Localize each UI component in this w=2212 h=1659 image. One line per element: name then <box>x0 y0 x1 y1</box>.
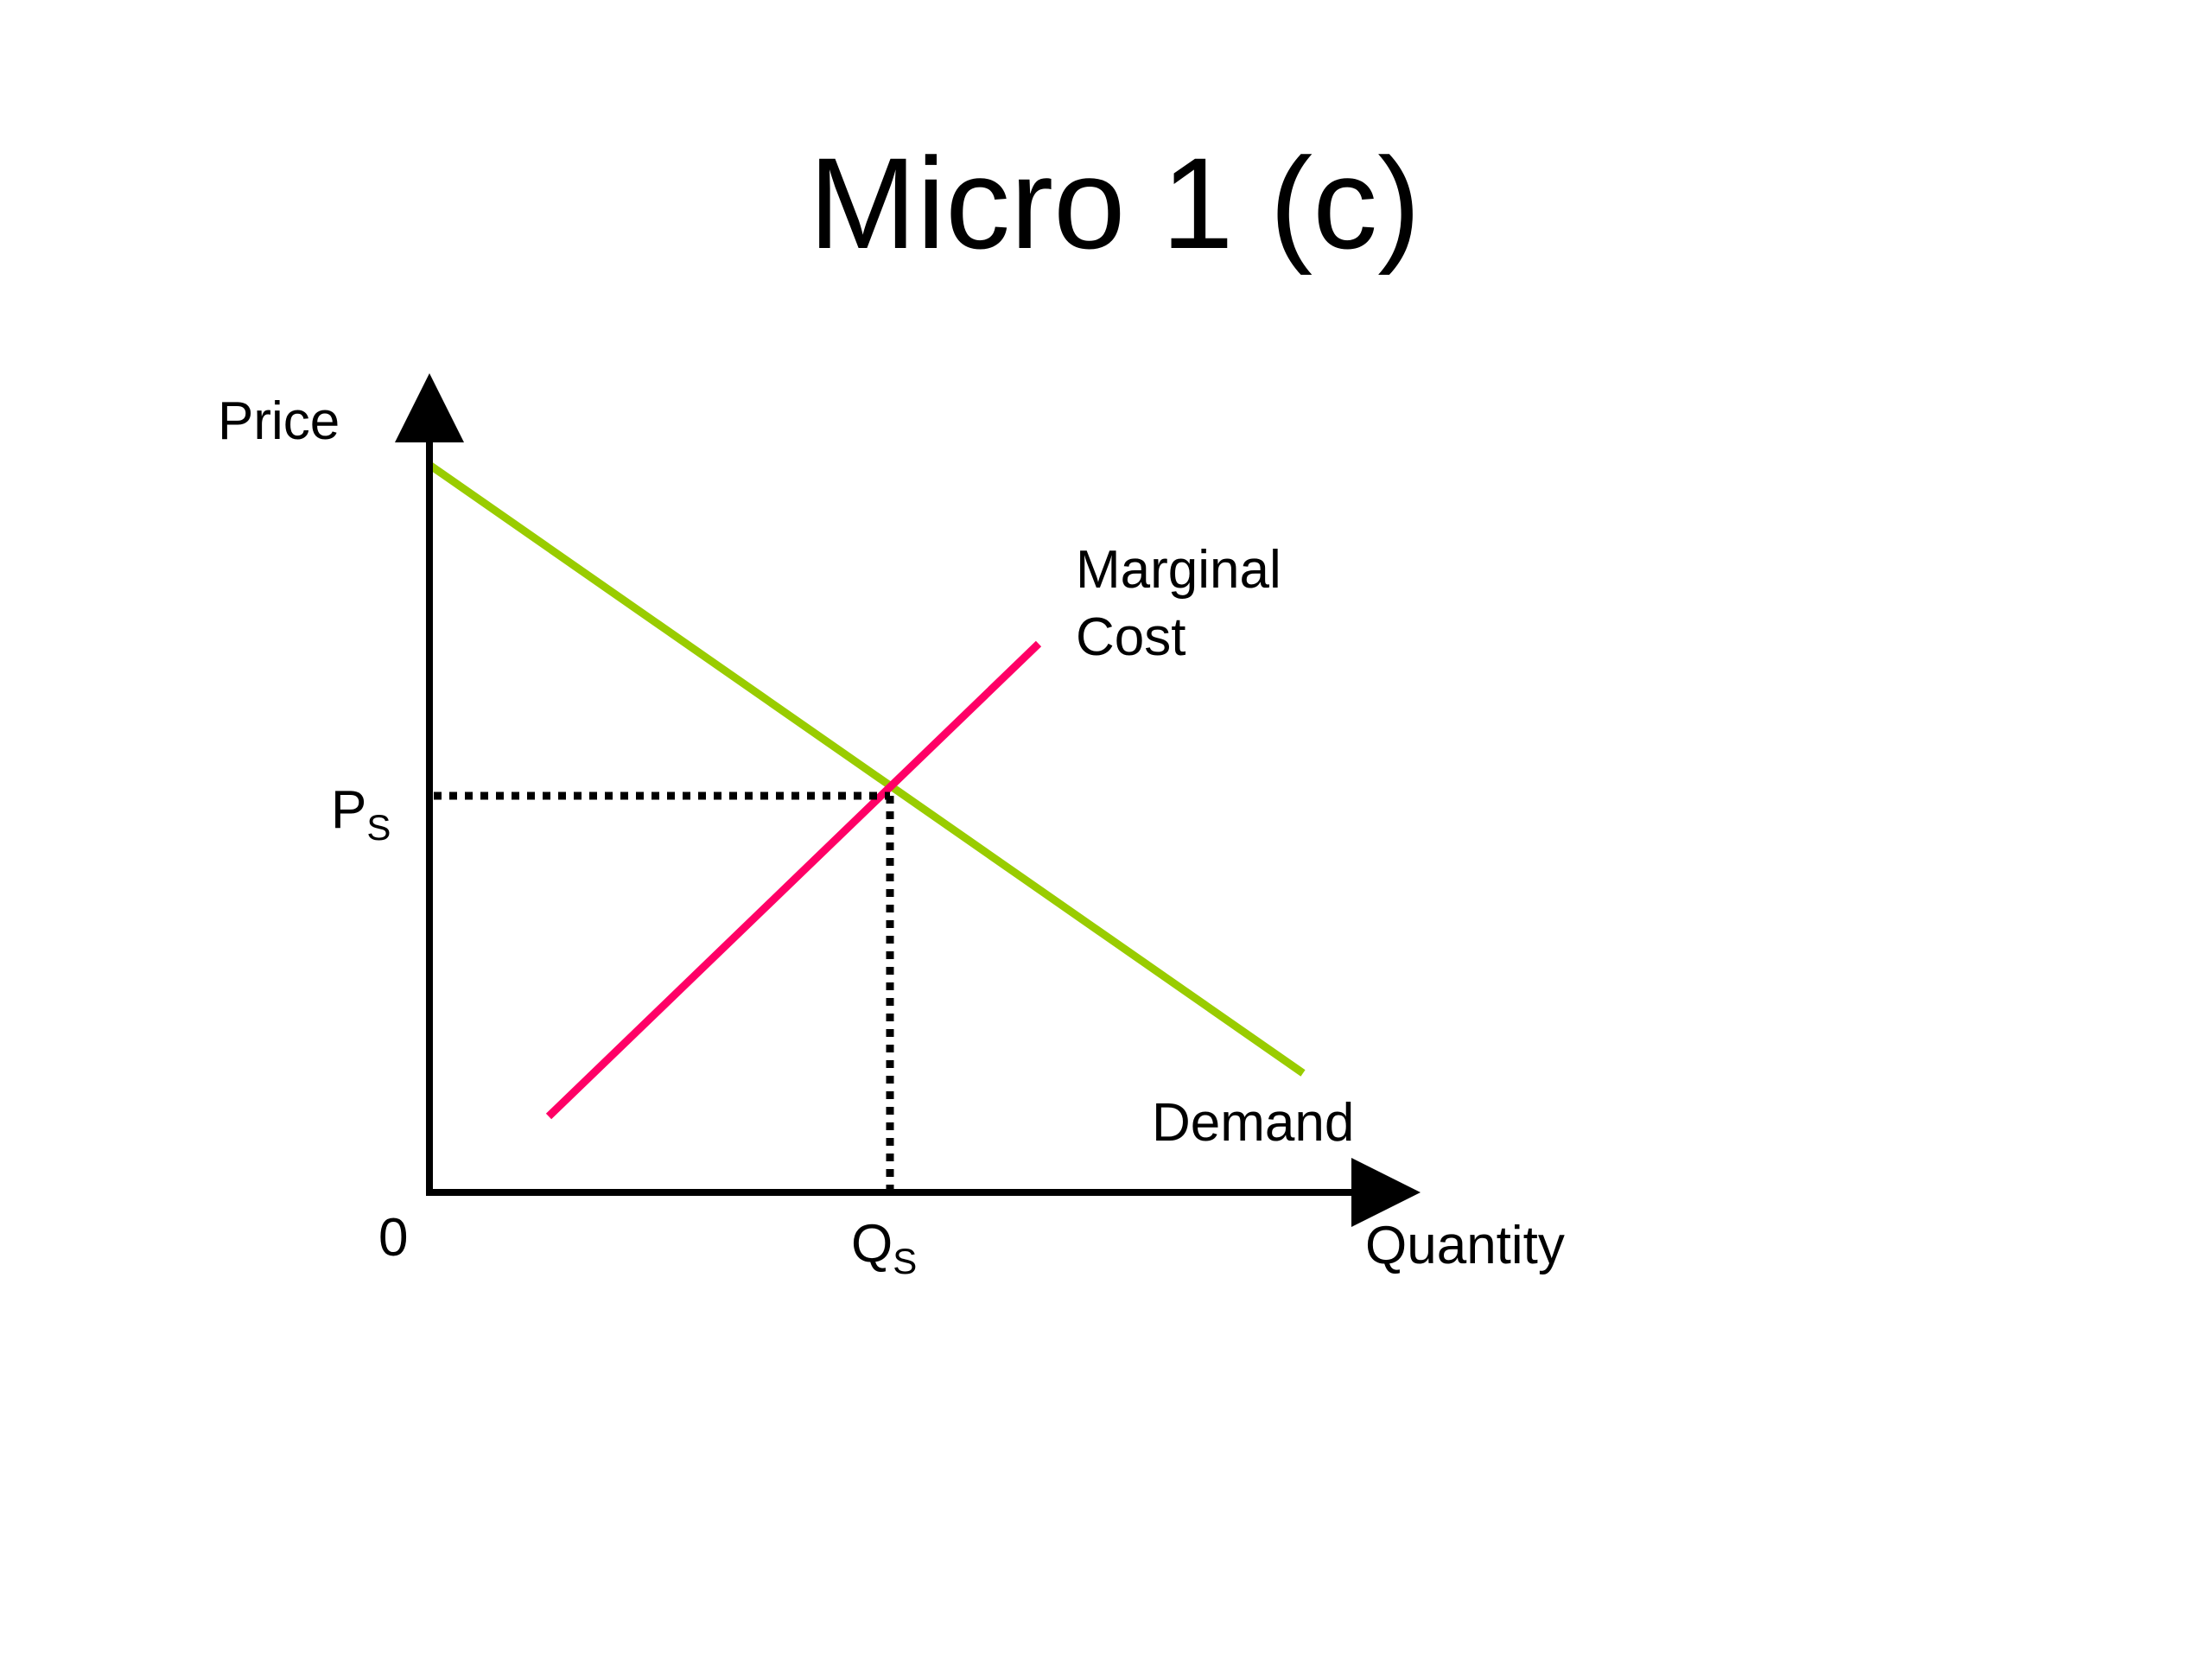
origin-label: 0 <box>378 1208 408 1268</box>
demand-curve <box>427 461 1306 1077</box>
slide-title: Micro 1 (c) <box>808 130 1421 276</box>
x-axis-label: Quantity <box>1365 1216 1565 1275</box>
demand-label: Demand <box>1152 1093 1354 1153</box>
marginal-cost-label-line2: Cost <box>1076 607 1185 667</box>
equilibrium-price-label: PS <box>331 780 391 848</box>
y-axis-label: Price <box>218 391 340 451</box>
quantity-label-main: Q <box>851 1214 893 1274</box>
marginal-cost-label-line1: Marginal <box>1076 540 1281 600</box>
equilibrium-quantity-label: QS <box>851 1214 917 1281</box>
marginal-cost-curve <box>545 640 1042 1120</box>
price-label-main: P <box>331 780 366 840</box>
quantity-label-subscript: S <box>893 1241 917 1281</box>
price-label-subscript: S <box>366 807 391 848</box>
